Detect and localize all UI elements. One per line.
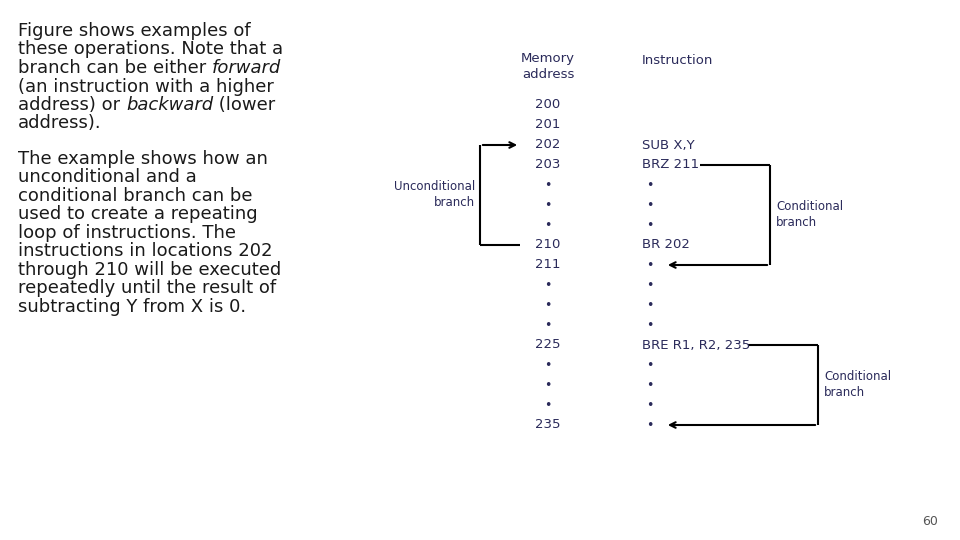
Text: subtracting Y from X is 0.: subtracting Y from X is 0. — [18, 298, 246, 316]
Text: 202: 202 — [536, 138, 561, 152]
Text: loop of instructions. The: loop of instructions. The — [18, 224, 236, 241]
Text: 201: 201 — [536, 118, 561, 132]
Text: BR 202: BR 202 — [642, 239, 690, 252]
Text: •: • — [544, 179, 552, 192]
Text: forward: forward — [212, 59, 281, 77]
Text: •: • — [544, 199, 552, 212]
Text: 200: 200 — [536, 98, 561, 111]
Text: Conditional
branch: Conditional branch — [776, 200, 843, 230]
Text: 203: 203 — [536, 159, 561, 172]
Text: •: • — [544, 219, 552, 232]
Text: through 210 will be executed: through 210 will be executed — [18, 261, 281, 279]
Text: these operations. Note that a: these operations. Note that a — [18, 40, 283, 58]
Text: (an instruction with a higher: (an instruction with a higher — [18, 78, 274, 96]
Text: •: • — [646, 219, 654, 232]
Text: •: • — [646, 299, 654, 312]
Text: 235: 235 — [536, 418, 561, 431]
Text: 211: 211 — [536, 259, 561, 272]
Text: •: • — [544, 359, 552, 372]
Text: •: • — [544, 399, 552, 411]
Text: Figure shows examples of: Figure shows examples of — [18, 22, 251, 40]
Text: The example shows how an: The example shows how an — [18, 150, 268, 167]
Text: SUB X,Y: SUB X,Y — [642, 138, 695, 152]
Text: •: • — [646, 279, 654, 292]
Text: •: • — [544, 319, 552, 332]
Text: conditional branch can be: conditional branch can be — [18, 187, 252, 205]
Text: •: • — [544, 299, 552, 312]
Text: BRE R1, R2, 235: BRE R1, R2, 235 — [642, 339, 751, 352]
Text: backward: backward — [126, 96, 213, 114]
Text: •: • — [646, 179, 654, 192]
Text: •: • — [646, 379, 654, 392]
Text: instructions in locations 202: instructions in locations 202 — [18, 242, 273, 260]
Text: •: • — [646, 418, 654, 431]
Text: unconditional and a: unconditional and a — [18, 168, 197, 186]
Text: Memory
address: Memory address — [521, 52, 575, 81]
Text: •: • — [544, 379, 552, 392]
Text: •: • — [646, 199, 654, 212]
Text: branch can be either: branch can be either — [18, 59, 212, 77]
Text: •: • — [646, 399, 654, 411]
Text: Conditional
branch: Conditional branch — [824, 370, 891, 400]
Text: •: • — [646, 319, 654, 332]
Text: •: • — [544, 279, 552, 292]
Text: address).: address). — [18, 114, 102, 132]
Text: repeatedly until the result of: repeatedly until the result of — [18, 279, 276, 297]
Text: •: • — [646, 359, 654, 372]
Text: address) or: address) or — [18, 96, 126, 114]
Text: BRZ 211: BRZ 211 — [642, 159, 699, 172]
Text: 60: 60 — [923, 515, 938, 528]
Text: Unconditional
branch: Unconditional branch — [394, 180, 475, 210]
Text: Instruction: Instruction — [642, 54, 713, 67]
Text: used to create a repeating: used to create a repeating — [18, 205, 257, 223]
Text: 210: 210 — [536, 239, 561, 252]
Text: (lower: (lower — [213, 96, 276, 114]
Text: •: • — [646, 259, 654, 272]
Text: 225: 225 — [536, 339, 561, 352]
